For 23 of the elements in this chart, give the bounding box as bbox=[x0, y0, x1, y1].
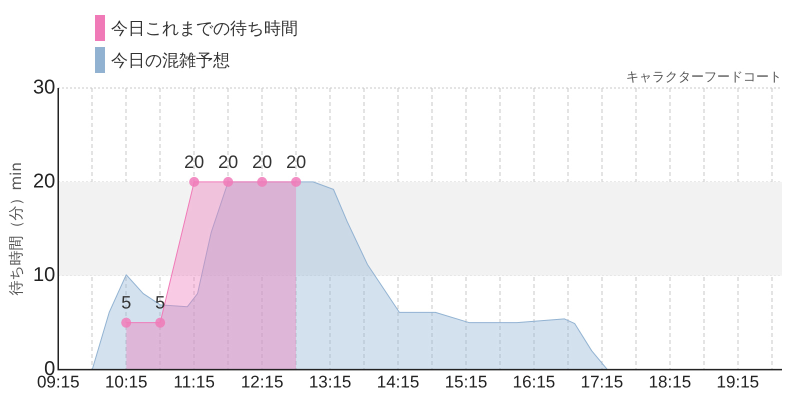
text: キャラクターフードコート bbox=[626, 70, 782, 85]
data-label: 5 bbox=[155, 292, 166, 313]
data-label: 5 bbox=[121, 292, 132, 313]
y-axis-title: 待ち時間（分）min bbox=[6, 162, 25, 296]
x-tick-label: 12:15 bbox=[240, 372, 284, 392]
data-label: 20 bbox=[286, 152, 306, 172]
x-tick-label: 13:15 bbox=[308, 372, 352, 392]
data-label: 20 bbox=[252, 152, 272, 172]
y-tick-label: 30 bbox=[32, 76, 56, 99]
data-label: 20 bbox=[218, 152, 238, 172]
x-tick-label: 18:15 bbox=[648, 372, 692, 392]
legend-label: 今日の混雑予想 bbox=[111, 50, 230, 72]
x-tick-label: 10:15 bbox=[104, 372, 148, 392]
x-tick-label: 16:15 bbox=[512, 372, 556, 392]
data-label: 20 bbox=[184, 152, 204, 172]
x-tick-label: 14:15 bbox=[376, 372, 420, 392]
y-tick-label: 10 bbox=[32, 264, 56, 286]
y-tick-label: 20 bbox=[32, 170, 56, 192]
x-tick-label: 19:15 bbox=[716, 372, 760, 392]
legend-label: 今日これまでの待ち時間 bbox=[111, 18, 298, 40]
x-tick-label: 17:15 bbox=[580, 372, 624, 392]
x-tick-label: 15:15 bbox=[444, 372, 488, 392]
x-tick-label: 11:15 bbox=[174, 372, 215, 392]
